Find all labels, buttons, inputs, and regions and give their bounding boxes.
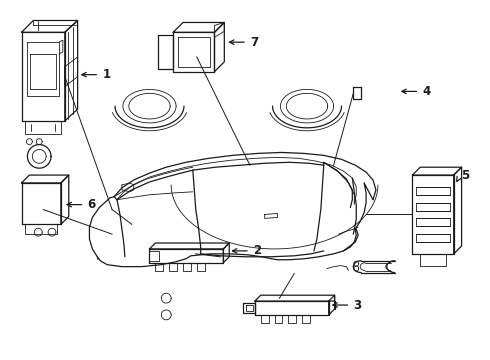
Text: 2: 2 [253,244,261,257]
Text: 3: 3 [353,298,362,311]
Text: 4: 4 [422,85,431,98]
Text: 7: 7 [250,36,258,49]
Text: 5: 5 [461,168,469,181]
Text: 1: 1 [102,68,110,81]
Text: 6: 6 [88,198,96,211]
